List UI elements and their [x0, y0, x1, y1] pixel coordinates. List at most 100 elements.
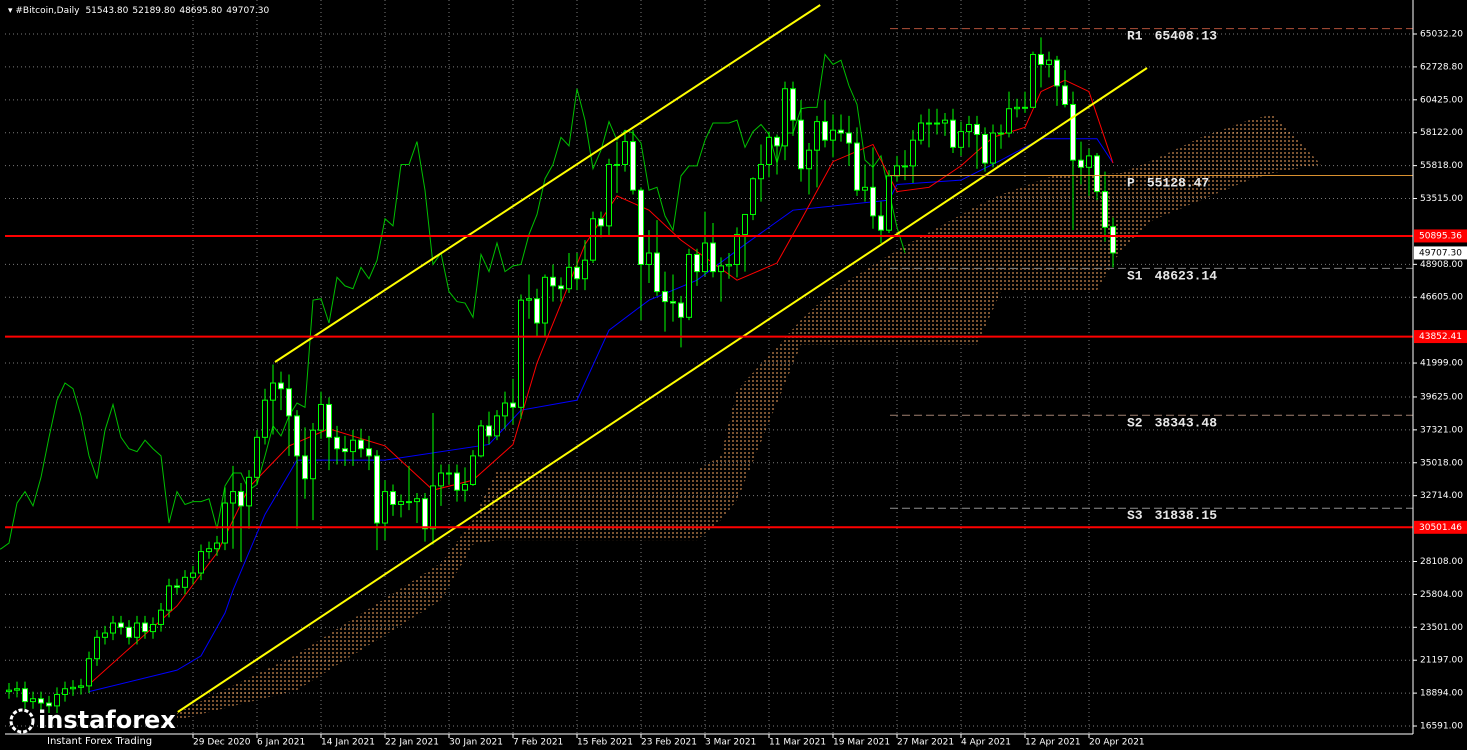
- candle-body: [766, 136, 772, 165]
- candle-body: [502, 402, 508, 417]
- x-tick-label: 15 Feb 2021: [577, 738, 633, 748]
- candle-body: [462, 483, 468, 491]
- y-tick-label: 53515.00: [1420, 194, 1463, 204]
- pivot-value: 38343.48: [1155, 416, 1218, 431]
- candle-body: [542, 276, 548, 324]
- candle-body: [806, 149, 812, 170]
- level-tag: [1414, 520, 1467, 534]
- candle-body: [662, 291, 668, 303]
- x-tick-label: 14 Jan 2021: [321, 738, 375, 748]
- candle-body: [406, 501, 412, 504]
- candle-body: [190, 572, 196, 578]
- candle-body: [102, 632, 108, 638]
- y-tick-label: 23501.00: [1420, 623, 1463, 633]
- level-tag: [1414, 330, 1467, 344]
- candle-body: [886, 175, 892, 231]
- tenkan-line: [88, 79, 1114, 685]
- candle-body: [54, 693, 60, 707]
- y-tick-label: 35018.00: [1420, 458, 1463, 468]
- y-tick-label: 58122.00: [1420, 128, 1463, 138]
- level-label: 30501.46: [1419, 523, 1462, 533]
- candle-body: [478, 425, 484, 457]
- candle-body: [750, 178, 756, 215]
- candle-body: [1006, 108, 1012, 134]
- candle-body: [622, 141, 628, 165]
- candle-body: [310, 429, 316, 480]
- candle-body: [590, 218, 596, 261]
- candle-body: [678, 302, 684, 318]
- candle-body: [838, 129, 844, 134]
- candle-body: [758, 163, 764, 180]
- candle-body: [774, 136, 780, 147]
- candle-body: [126, 626, 132, 638]
- candle-body: [630, 141, 636, 191]
- candle-body: [782, 88, 788, 147]
- candle-body: [366, 448, 372, 457]
- candle-body: [846, 132, 852, 144]
- candle-body: [198, 551, 204, 574]
- candle-body: [942, 119, 948, 124]
- candle-body: [1102, 191, 1108, 228]
- candle-body: [350, 439, 356, 453]
- candle-body: [902, 165, 908, 168]
- price-label: 49707.30: [1419, 248, 1462, 258]
- candle-body: [1110, 226, 1116, 254]
- candle-body: [710, 242, 716, 273]
- candle-body: [398, 501, 404, 505]
- candle-body: [790, 88, 796, 121]
- candle-body: [686, 253, 692, 318]
- candle-body: [206, 548, 212, 553]
- x-tick-label: 29 Dec 2020: [193, 738, 251, 748]
- candle-body: [1070, 103, 1076, 161]
- candle-body: [158, 609, 164, 625]
- candle-body: [382, 491, 388, 524]
- candle-body: [150, 623, 156, 633]
- candle-body: [62, 688, 68, 695]
- candle-body: [1078, 159, 1084, 168]
- candle-body: [86, 658, 92, 687]
- y-tick-label: 16591.00: [1420, 722, 1463, 732]
- candle-body: [6, 689, 12, 693]
- candle-body: [30, 698, 36, 703]
- y-tick-label: 41999.00: [1420, 359, 1463, 369]
- header-symbol: #Bitcoin,Daily: [15, 6, 80, 16]
- candle-body: [1022, 106, 1028, 109]
- candle-body: [870, 186, 876, 217]
- candle-body: [974, 123, 980, 135]
- header-low: 48695.80: [179, 6, 222, 16]
- candle-body: [142, 622, 148, 633]
- candle-body: [1046, 59, 1052, 65]
- candle-body: [598, 218, 604, 227]
- x-tick-label: 7 Feb 2021: [513, 738, 563, 748]
- candle-body: [566, 266, 572, 290]
- candle-body: [414, 498, 420, 503]
- candle-body: [454, 472, 460, 491]
- x-tick-label: 6 Jan 2021: [257, 738, 305, 748]
- pivot-label: S1 48623.14: [1127, 269, 1217, 284]
- x-tick-label: 19 Mar 2021: [833, 738, 890, 748]
- watermark-tagline: Instant Forex Trading: [47, 736, 152, 747]
- candle-body: [742, 213, 748, 235]
- candle-body: [518, 299, 524, 408]
- candle-body: [1094, 155, 1100, 193]
- candle-body: [734, 233, 740, 265]
- candle-body: [998, 132, 1004, 135]
- candle-body: [1062, 85, 1068, 105]
- y-tick-label: 62728.80: [1420, 62, 1463, 72]
- candle-body: [830, 129, 836, 141]
- candle-body: [606, 163, 612, 227]
- candle-body: [558, 285, 564, 290]
- candle-body: [494, 415, 500, 437]
- candle-body: [854, 142, 860, 191]
- candle-body: [222, 502, 228, 544]
- watermark-brand: instaforex: [38, 706, 176, 734]
- pivot-value: 48623.14: [1155, 269, 1218, 284]
- candle-body: [238, 491, 244, 507]
- candle-body: [254, 436, 260, 478]
- x-tick-label: 4 Apr 2021: [961, 738, 1011, 748]
- y-tick-label: 25804.00: [1420, 590, 1463, 600]
- candle-body: [374, 455, 380, 524]
- candle-body: [918, 122, 924, 141]
